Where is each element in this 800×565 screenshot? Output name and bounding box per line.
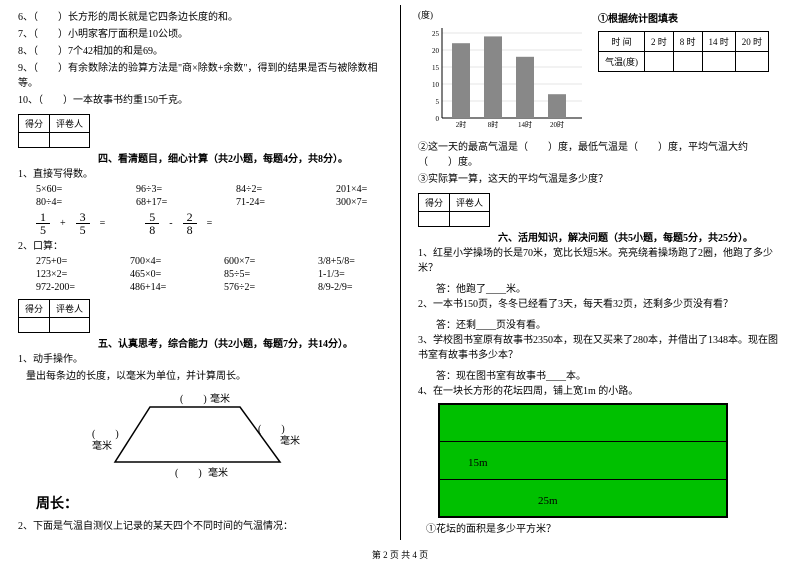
score-table-6: 得分评卷人	[418, 193, 490, 227]
dim-15: 15m	[468, 457, 488, 469]
svg-text:( ): ( )	[175, 468, 202, 479]
trapezoid-figure: ( )毫米 ( )毫米 ( )毫米 ( )毫米	[18, 392, 382, 485]
chart-q3: ③实际算一算，这天的平均气温是多少度？	[418, 172, 782, 187]
perimeter-label: 周长：	[36, 493, 382, 513]
svg-text:2时: 2时	[456, 120, 467, 129]
section4-title: 四、看清题目，细心计算（共2小题，每题4分，共8分）。	[18, 150, 382, 165]
calc-row: 80÷4= 68+17= 71-24= 300×7=	[18, 197, 382, 208]
y-axis-label: (度)	[418, 8, 588, 21]
calc: 80÷4=	[36, 197, 106, 208]
svg-text:0: 0	[436, 115, 440, 123]
svg-text:毫米: 毫米	[208, 466, 228, 479]
svg-text:( ): ( )	[180, 394, 207, 405]
score-h2: 评卷人	[50, 115, 90, 133]
svg-text:14时: 14时	[518, 120, 532, 129]
s5-1sub: 量出每条边的长度，以毫米为单位，并计算周长。	[18, 369, 382, 384]
p4: 4、在一块长方形的花坛四周，铺上宽1m 的小路。	[418, 384, 782, 399]
s5-2: 2、下面是气温自测仪上记录的某天四个不同时间的气温情况：	[18, 519, 382, 534]
svg-text:5: 5	[436, 98, 440, 106]
green-q: ①花坛的面积是多少平方米？	[418, 522, 782, 537]
s4-2: 2、口算：	[18, 239, 382, 254]
calc-row: 275+0=700×4=600×7=3/8+5/8=	[18, 256, 382, 267]
p2: 2、一本书150页，冬冬已经看了3天，每天看32页，还剩多少页没有看？	[418, 297, 782, 312]
calc-row: 5×60= 96÷3= 84÷2= 201×4=	[18, 184, 382, 195]
s5-1: 1、动手操作。	[18, 352, 382, 367]
svg-text:8时: 8时	[488, 120, 499, 129]
calc: 68+17=	[136, 197, 206, 208]
chart-title: ①根据统计图填表	[598, 10, 769, 25]
q7: 7、（ ）小明家客厅面积是10公顷。	[18, 27, 382, 42]
svg-text:25: 25	[432, 30, 440, 38]
svg-text:( ): ( )	[258, 424, 285, 435]
section5-title: 五、认真思考，综合能力（共2小题，每题7分，共14分）。	[18, 335, 382, 350]
s4-1: 1、直接写得数。	[18, 167, 382, 182]
calc: 84÷2=	[236, 184, 306, 195]
green-diagram: 15m 25m	[438, 403, 728, 518]
svg-text:毫米: 毫米	[210, 392, 230, 405]
frac-row: 15 + 35 = 58 - 28 =	[18, 211, 382, 236]
calc: 5×60=	[36, 184, 106, 195]
svg-text:毫米: 毫米	[92, 439, 112, 452]
svg-text:20: 20	[432, 47, 440, 55]
chart-q2: ②这一天的最高气温是（ ）度，最低气温是（ ）度，平均气温大约（ ）度。	[418, 140, 782, 170]
section6-title: 六、活用知识，解决问题（共5小题，每题5分，共25分）。	[418, 229, 782, 244]
page-footer: 第 2 页 共 4 页	[0, 548, 800, 561]
a3: 答：现在图书室有故事书____本。	[436, 367, 782, 382]
calc-row: 972-200=486+14=576÷2=8/9-2/9=	[18, 282, 382, 293]
svg-text:10: 10	[432, 81, 440, 89]
svg-text:15: 15	[432, 64, 440, 72]
calc-row: 123×2=465×0=85÷5=1-1/3=	[18, 269, 382, 280]
score-h1: 得分	[19, 115, 50, 133]
svg-text:( ): ( )	[92, 429, 119, 440]
q10: 10、（ ）一本故事书约重150千克。	[18, 93, 382, 108]
q9: 9、（ ）有余数除法的验算方法是"商×除数+余数"，得到的结果是否与被除数相等。	[18, 61, 382, 91]
q6: 6、（ ）长方形的周长就是它四条边长度的和。	[18, 10, 382, 25]
score-table-4: 得分评卷人	[18, 114, 90, 148]
a2: 答：还剩____页没有看。	[436, 316, 782, 331]
score-table-5: 得分评卷人	[18, 299, 90, 333]
a1: 答：他跑了____米。	[436, 280, 782, 295]
left-column: 6、（ ）长方形的周长就是它四条边长度的和。 7、（ ）小明家客厅面积是10公顷…	[0, 0, 400, 565]
svg-text:20时: 20时	[550, 120, 564, 129]
calc: 201×4=	[336, 184, 406, 195]
dim-25: 25m	[538, 495, 558, 507]
calc: 96÷3=	[136, 184, 206, 195]
p3: 3、学校图书室原有故事书2350本，现在又买来了280本，并借出了1348本。现…	[418, 333, 782, 363]
chart-area: (度) 25 20 15 10 5 0 2时 8时 14时 20时 ①根据统计图填表 时 间 2 …	[418, 8, 782, 136]
calc: 300×7=	[336, 197, 406, 208]
bar-chart: 25 20 15 10 5 0 2时 8时 14时 20时	[418, 23, 588, 133]
p1: 1、红星小学操场的长是70米，宽比长短5米。亮亮绕着操场跑了2圈，他跑了多少米？	[418, 246, 782, 276]
q8: 8、（ ）7个42相加的和是69。	[18, 44, 382, 59]
calc: 71-24=	[236, 197, 306, 208]
svg-text:毫米: 毫米	[280, 434, 300, 447]
time-table: 时 间 2 时 8 时 14 时 20 时 气温(度)	[598, 31, 769, 72]
right-column: (度) 25 20 15 10 5 0 2时 8时 14时 20时 ①根据统计图填表 时 间 2 …	[400, 0, 800, 565]
